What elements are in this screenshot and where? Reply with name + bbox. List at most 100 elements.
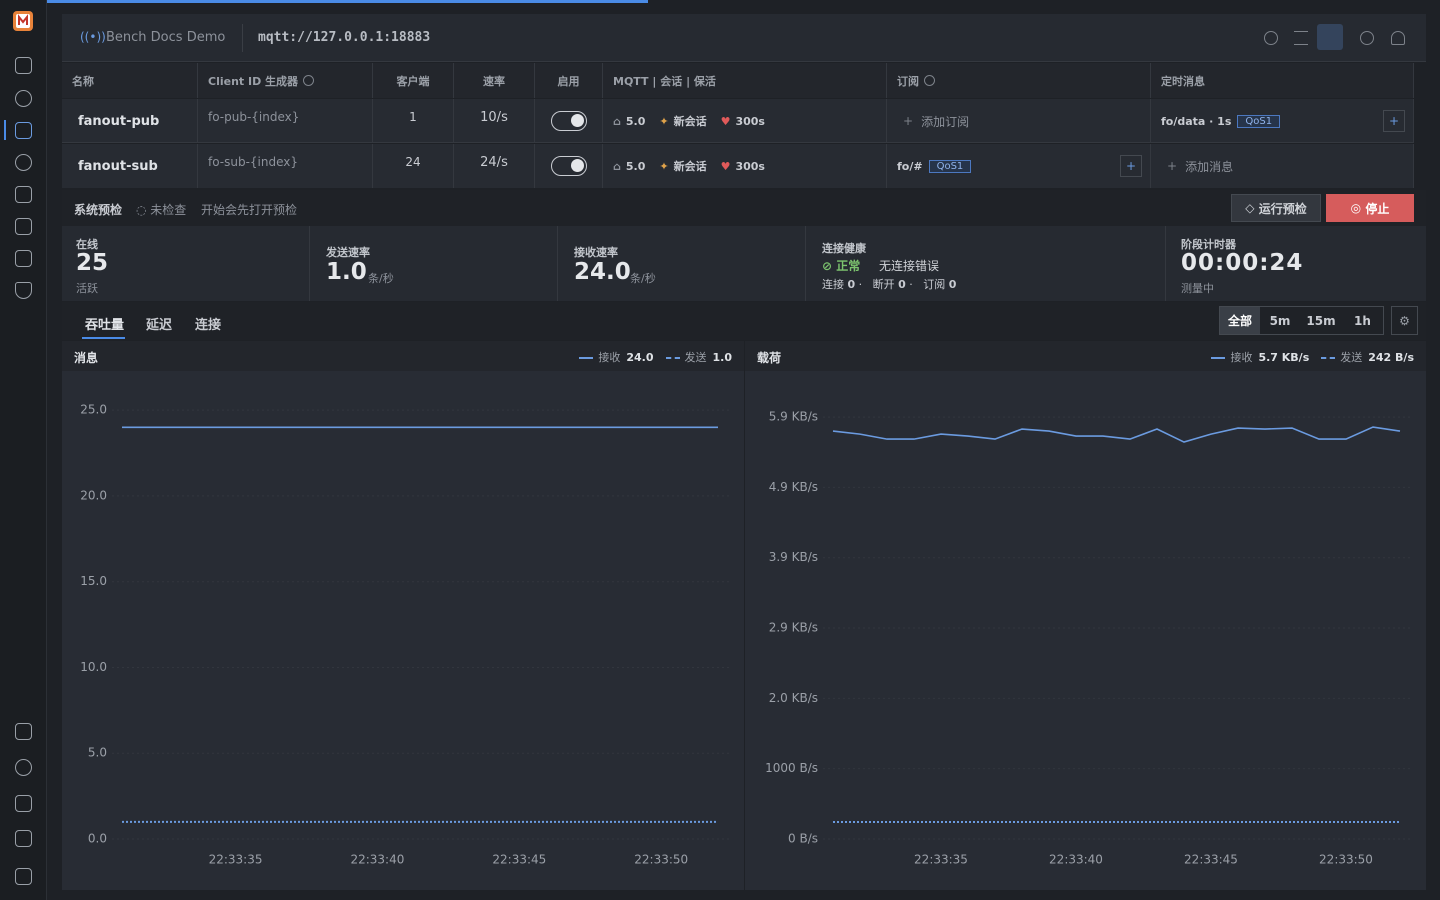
add-button[interactable]: + [1120, 155, 1142, 177]
settings-button[interactable]: ⚙ [1391, 306, 1418, 335]
nav-icon[interactable] [15, 830, 32, 847]
nav-active [4, 120, 6, 140]
nav-icon[interactable] [15, 57, 32, 74]
y-tick-label: 0 B/s [788, 832, 818, 846]
stat-value: 24.0 [574, 259, 631, 285]
column-header: MQTT | 会话 | 保活 [603, 63, 887, 98]
preflight-bar: 系统预检 ◌ 未检查 开始会先打开预检 ◇ 运行预检 ◎ 停止 [62, 190, 1426, 226]
stat-timer: 阶段计时器 00:00:24 测量中 [1166, 226, 1426, 301]
rate: 10/s [480, 109, 508, 125]
x-tick-label: 22:33:50 [634, 853, 688, 867]
cell-toggle [535, 144, 603, 188]
client-id: fo-sub-{index} [208, 155, 299, 169]
series-line [832, 426, 1401, 443]
count-value: 0 [898, 278, 906, 291]
nav-icon[interactable] [15, 218, 32, 235]
plus: + [1167, 159, 1178, 173]
toggle[interactable] [550, 156, 587, 176]
chart-panel: 载荷 接收 5.7 KB/s 发送 242 B/s [745, 341, 1426, 890]
nav-icon[interactable] [15, 723, 32, 740]
tab[interactable]: 吞吐量 [85, 318, 125, 333]
info-icon [924, 75, 935, 86]
range-button[interactable]: 5m [1269, 313, 1291, 328]
keepalive-icon: ♥ [720, 159, 731, 173]
cell-client-id: fo-sub-{index} [198, 144, 373, 188]
cell-mqtt: ⌂ 5.0 ✦ 新会话 ♥ 300s [603, 99, 887, 143]
run-preflight-label: 运行预检 [1258, 201, 1307, 216]
tab[interactable]: 延迟 [146, 318, 173, 333]
count-label: 断开 [872, 278, 895, 291]
x-tick-label: 22:33:45 [1184, 853, 1238, 867]
legend-value: 1.0 [712, 351, 733, 364]
toggle[interactable] [550, 111, 587, 131]
y-tick-label: 2.9 KB/s [769, 621, 818, 635]
nav-icon[interactable] [15, 868, 32, 885]
nav-icon[interactable] [15, 122, 32, 139]
nav-icon[interactable] [15, 759, 32, 776]
legend-swatch [1321, 357, 1336, 359]
nav-icon[interactable] [15, 186, 32, 203]
session-icon: ✦ [659, 114, 669, 128]
nav-icon[interactable] [15, 282, 32, 299]
nav-icon[interactable] [15, 795, 32, 812]
range-button[interactable]: 15m [1306, 313, 1336, 328]
y-tick-label: 10.0 [80, 660, 107, 674]
tool-icon[interactable] [1391, 31, 1405, 45]
toggle-knob [570, 114, 584, 127]
tool-icon[interactable] [1360, 31, 1374, 45]
tab-underline [82, 337, 125, 339]
stop-button[interactable]: ◎ 停止 [1326, 194, 1414, 222]
tab[interactable]: 连接 [195, 318, 222, 333]
range-button[interactable]: 全部 [1220, 307, 1260, 334]
stat-online: 在线 25 活跃 [62, 226, 310, 301]
table [62, 63, 1414, 189]
topic: fo/data · 1s [1161, 114, 1232, 128]
cell-client-id: fo-pub-{index} [198, 99, 373, 143]
broadcast-icon: ((•)) [80, 30, 106, 44]
chart-title: 载荷 [757, 351, 782, 365]
nav-icon[interactable] [15, 250, 32, 267]
column-title: 名称 [72, 74, 94, 88]
health-status-text: 正常 [836, 259, 861, 273]
sidebar [0, 0, 47, 900]
legend-value: 5.7 KB/s [1258, 351, 1310, 364]
tool-icon[interactable] [1264, 31, 1278, 45]
legend: 接收 5.7 KB/s 发送 242 B/s [1199, 349, 1414, 365]
column-header: Client ID 生成器 [198, 63, 373, 98]
row-name: fanout-pub [78, 113, 160, 129]
tool-icon-active[interactable] [1317, 24, 1343, 50]
x-tick-label: 22:33:40 [1049, 853, 1103, 867]
legend-swatch [579, 357, 594, 359]
cell-subscription: + 添加订阅 [887, 99, 1151, 143]
stat-send: 发送速率 1.0 条/秒 [310, 226, 558, 301]
legend-value: 24.0 [626, 351, 654, 364]
keepalive: 300s [735, 114, 765, 128]
y-tick-label: 15.0 [80, 574, 107, 588]
chart-header [62, 341, 744, 371]
add-action[interactable]: 添加订阅 [921, 114, 970, 129]
keepalive-icon: ♥ [720, 114, 731, 128]
nav-icon[interactable] [15, 90, 32, 107]
column-header: 定时消息 [1151, 63, 1414, 98]
chart-header [745, 341, 1426, 371]
stat-sub: 活跃 [76, 282, 98, 295]
range-button[interactable]: 1h [1354, 313, 1371, 328]
add-button[interactable]: + [1383, 110, 1405, 132]
cell-toggle [535, 99, 603, 143]
stat-value: 25 [76, 250, 109, 276]
nav-icon[interactable] [15, 154, 32, 171]
add-action[interactable]: 添加消息 [1185, 159, 1234, 174]
stat-label: 阶段计时器 [1181, 238, 1236, 251]
x-tick-label: 22:33:50 [1319, 853, 1373, 867]
column-header: 订阅 [887, 63, 1151, 98]
run-preflight-button[interactable]: ◇ 运行预检 [1231, 194, 1321, 222]
table-header [62, 63, 1414, 98]
y-tick-label: 0.0 [88, 832, 107, 846]
x-tick-label: 22:33:35 [914, 853, 968, 867]
table-row [62, 99, 1414, 143]
cell-rate: 24/s [454, 144, 535, 188]
tool-icon[interactable] [1294, 31, 1308, 45]
health-status: ⊘ 正常 [822, 259, 861, 273]
stat-unit: 条/秒 [368, 272, 394, 285]
